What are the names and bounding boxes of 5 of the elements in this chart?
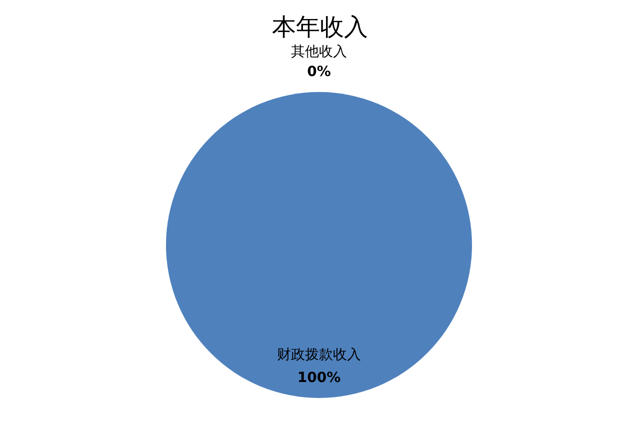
chart-title: 本年收入 bbox=[272, 13, 368, 41]
category-label: 其他收入 bbox=[291, 44, 347, 60]
text: 0% bbox=[307, 64, 331, 80]
slice-label: 财政拨款收入 bbox=[277, 347, 361, 363]
data-label: 100% bbox=[297, 370, 341, 386]
